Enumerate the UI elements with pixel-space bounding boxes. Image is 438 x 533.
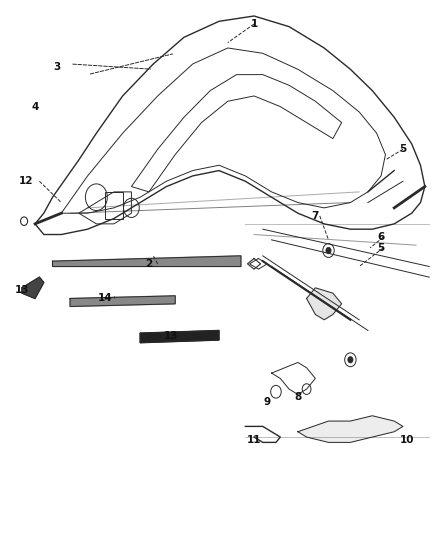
Text: 13: 13 [14, 286, 29, 295]
Polygon shape [307, 288, 342, 320]
Text: 10: 10 [400, 435, 415, 445]
Text: 2: 2 [145, 259, 152, 269]
Text: 5: 5 [378, 243, 385, 253]
Circle shape [326, 247, 331, 254]
Text: 13: 13 [163, 331, 178, 341]
Text: 4: 4 [32, 102, 39, 111]
Text: 3: 3 [53, 62, 60, 71]
Text: 7: 7 [312, 211, 319, 221]
Text: 14: 14 [98, 294, 113, 303]
Text: 8: 8 [294, 392, 301, 402]
Polygon shape [140, 330, 219, 343]
Polygon shape [70, 296, 175, 306]
Text: 1: 1 [251, 19, 258, 29]
Polygon shape [298, 416, 403, 442]
Text: 9: 9 [264, 398, 271, 407]
Text: 11: 11 [247, 435, 261, 445]
Circle shape [348, 357, 353, 363]
Bar [105, 192, 123, 219]
Polygon shape [53, 256, 241, 266]
Text: 12: 12 [19, 176, 34, 186]
Text: 6: 6 [378, 232, 385, 242]
Polygon shape [22, 277, 44, 298]
Text: 5: 5 [399, 144, 406, 154]
